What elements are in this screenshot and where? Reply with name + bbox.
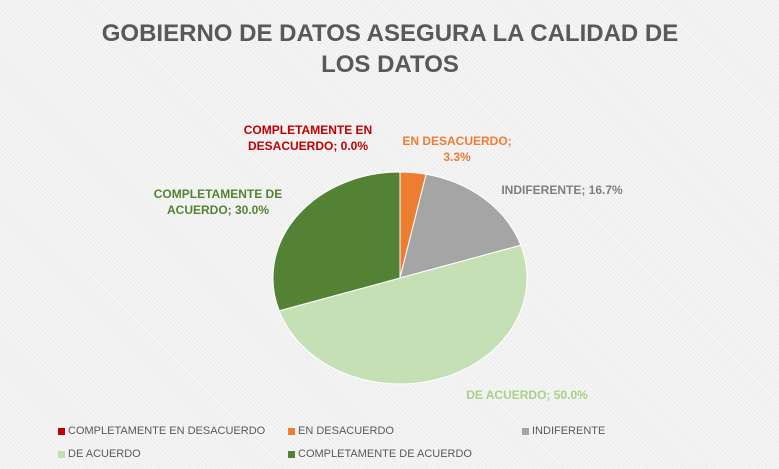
legend-label: DE ACUERDO (68, 448, 141, 460)
legend-label: EN DESACUERDO (298, 425, 394, 437)
legend-swatch (288, 450, 295, 458)
legend-swatch (58, 450, 65, 458)
legend-item: EN DESACUERDO (288, 425, 394, 437)
data-label: INDIFERENTE; 16.7% (501, 183, 623, 197)
pie-slice (278, 244, 528, 385)
pie-slice (399, 173, 522, 279)
legend-swatch (58, 427, 65, 435)
legend-item: COMPLETAMENTE DE ACUERDO (288, 448, 472, 460)
data-label: EN DESACUERDO; 3.3% (402, 134, 512, 164)
legend-swatch (522, 427, 529, 435)
data-label: COMPLETAMENTE EN DESACUERDO; 0.0% (243, 123, 373, 153)
legend-item: INDIFERENTE (522, 425, 605, 437)
legend-label: COMPLETAMENTE EN DESACUERDO (68, 425, 266, 437)
data-label: COMPLETAMENTE DE ACUERDO; 30.0% (153, 187, 283, 217)
legend-item: DE ACUERDO (58, 448, 141, 460)
legend-item: COMPLETAMENTE EN DESACUERDO (58, 425, 265, 437)
legend-label: INDIFERENTE (532, 425, 606, 437)
data-label: DE ACUERDO; 50.0% (466, 388, 588, 402)
legend-label: COMPLETAMENTE DE ACUERDO (298, 448, 472, 460)
legend-swatch (288, 427, 295, 435)
chart-title: GOBIERNO DE DATOS ASEGURA LA CALIDAD DE … (101, 20, 679, 78)
pie-slice (272, 171, 401, 312)
